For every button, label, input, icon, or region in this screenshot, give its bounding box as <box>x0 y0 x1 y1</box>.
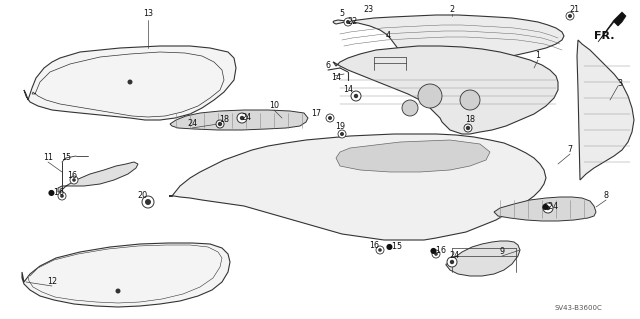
Polygon shape <box>24 46 236 120</box>
Text: 18: 18 <box>465 115 475 124</box>
Text: ●24: ●24 <box>541 202 559 211</box>
Ellipse shape <box>376 246 384 254</box>
Ellipse shape <box>237 113 247 123</box>
Polygon shape <box>370 50 410 72</box>
Polygon shape <box>598 12 626 42</box>
Text: 7: 7 <box>568 145 573 154</box>
Ellipse shape <box>450 260 454 264</box>
Text: 2: 2 <box>449 5 454 14</box>
Text: ●15: ●15 <box>385 241 403 250</box>
Polygon shape <box>28 245 222 303</box>
Ellipse shape <box>566 12 574 20</box>
Text: 24: 24 <box>187 120 197 129</box>
Text: 18: 18 <box>219 115 229 124</box>
Polygon shape <box>22 243 230 307</box>
Ellipse shape <box>568 14 572 18</box>
Text: SV43-B3600C: SV43-B3600C <box>554 305 602 311</box>
Ellipse shape <box>354 94 358 98</box>
Text: 11: 11 <box>43 153 53 162</box>
Text: 24: 24 <box>241 114 251 122</box>
Ellipse shape <box>466 126 470 130</box>
Ellipse shape <box>218 122 222 126</box>
Ellipse shape <box>72 178 76 182</box>
Text: 12: 12 <box>47 278 57 286</box>
Polygon shape <box>577 40 634 180</box>
Ellipse shape <box>338 130 346 138</box>
Text: 23: 23 <box>363 5 373 14</box>
Text: 24: 24 <box>449 251 459 261</box>
Polygon shape <box>32 52 224 117</box>
Ellipse shape <box>115 288 120 293</box>
Text: 3: 3 <box>618 79 623 88</box>
Ellipse shape <box>58 192 66 200</box>
Polygon shape <box>170 110 308 130</box>
Text: 1: 1 <box>536 51 541 61</box>
Ellipse shape <box>127 79 132 85</box>
Ellipse shape <box>145 199 151 205</box>
Ellipse shape <box>326 114 334 122</box>
Text: 16: 16 <box>369 241 379 250</box>
Ellipse shape <box>447 257 457 267</box>
Text: 5: 5 <box>339 10 344 19</box>
Ellipse shape <box>418 84 442 108</box>
Text: 17: 17 <box>311 109 321 118</box>
Ellipse shape <box>546 206 550 210</box>
Ellipse shape <box>434 252 438 256</box>
Text: FR.: FR. <box>594 31 614 41</box>
Ellipse shape <box>328 116 332 120</box>
Ellipse shape <box>432 250 440 258</box>
Text: 21: 21 <box>569 5 579 14</box>
Ellipse shape <box>344 18 352 26</box>
Ellipse shape <box>346 20 350 24</box>
Polygon shape <box>333 15 564 64</box>
Text: 15: 15 <box>61 153 71 162</box>
Text: 16: 16 <box>67 172 77 181</box>
Text: 4: 4 <box>385 32 390 41</box>
Ellipse shape <box>464 124 472 132</box>
Ellipse shape <box>60 194 64 198</box>
Text: 6: 6 <box>326 62 330 70</box>
Polygon shape <box>336 140 490 172</box>
Polygon shape <box>333 46 558 134</box>
Ellipse shape <box>378 248 382 252</box>
Text: 14: 14 <box>331 73 341 83</box>
Text: 10: 10 <box>269 101 279 110</box>
Polygon shape <box>494 197 596 221</box>
Text: 8: 8 <box>604 191 609 201</box>
Polygon shape <box>446 241 520 276</box>
Text: 14: 14 <box>343 85 353 94</box>
Ellipse shape <box>402 100 418 116</box>
Ellipse shape <box>70 176 78 184</box>
Ellipse shape <box>142 196 154 208</box>
Text: 20: 20 <box>137 191 147 201</box>
Ellipse shape <box>216 120 224 128</box>
Ellipse shape <box>240 116 244 120</box>
Text: 19: 19 <box>335 122 345 130</box>
Polygon shape <box>58 162 138 192</box>
Text: ●16: ●16 <box>47 188 65 197</box>
Text: 22: 22 <box>347 18 357 26</box>
Ellipse shape <box>543 203 553 213</box>
Ellipse shape <box>351 91 361 101</box>
Text: 9: 9 <box>499 248 504 256</box>
Text: ●16: ●16 <box>429 246 447 255</box>
Polygon shape <box>169 134 546 240</box>
Text: 13: 13 <box>143 9 153 18</box>
Ellipse shape <box>340 132 344 136</box>
Ellipse shape <box>460 90 480 110</box>
